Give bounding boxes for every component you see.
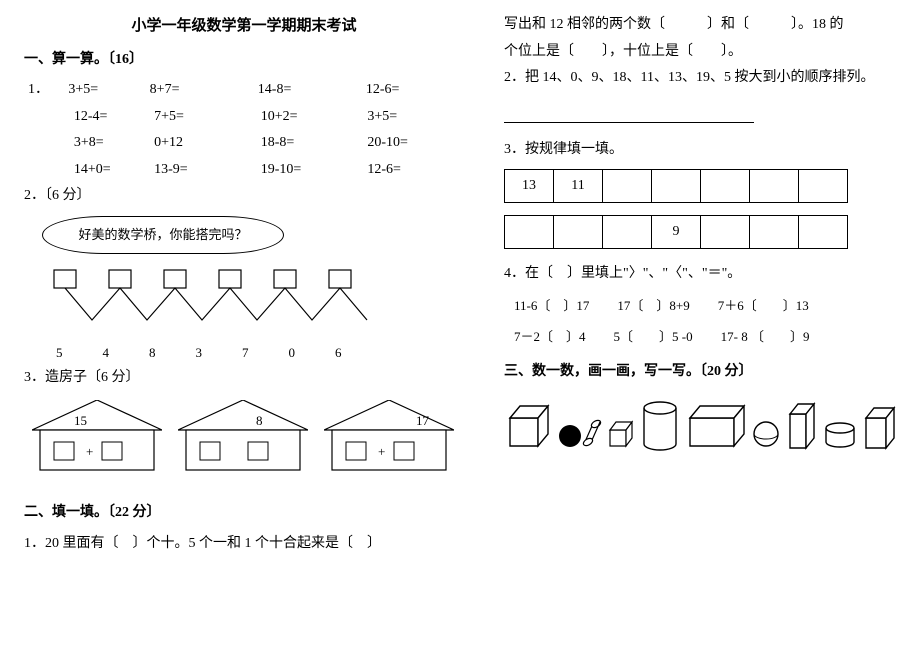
seq-cell[interactable]: 11 (554, 170, 603, 203)
sequence-table-2[interactable]: 9 (504, 215, 848, 249)
section-3-heading: 三、数一数，画一画，写一写。〔20 分〕 (504, 359, 904, 386)
arith-cell: 0+12 (144, 130, 251, 157)
section-1-heading: 一、算一算。〔16〕 (24, 47, 464, 74)
arith-cell: 12-6= (356, 77, 464, 104)
compare-row-1: 11-6〔 〕17 17〔 〕8+9 7＋6〔 〕13 (514, 294, 904, 319)
seq-cell[interactable] (701, 170, 750, 203)
house-top-num: 15 (74, 413, 87, 428)
section-2-heading: 二、填一填。〔22 分〕 (24, 500, 464, 527)
seq-cell[interactable] (603, 170, 652, 203)
q4-compare-label: 4．在〔 〕里填上"〉"、"〈"、"＝"。 (504, 261, 904, 288)
arith-cell: 14-8= (248, 77, 356, 104)
arith-cell: 12-4= (64, 104, 144, 131)
houses-row: 15 + 8 17 + (32, 400, 464, 478)
seq-cell[interactable]: 9 (652, 216, 701, 249)
q3-label: 3．造房子〔6 分〕 (24, 365, 464, 392)
arith-cell: 10+2= (251, 104, 358, 131)
shapes-row-icon (504, 394, 904, 464)
seq-cell[interactable] (652, 170, 701, 203)
zig-num: 8 (149, 341, 156, 366)
zig-num: 6 (335, 341, 342, 366)
arith-cell: 7+5= (144, 104, 251, 131)
zigzag-numbers: 5 4 8 3 7 0 6 (56, 341, 464, 366)
compare-expr: 17- 8 〔 〕9 (721, 325, 810, 350)
seq-cell[interactable] (554, 216, 603, 249)
fill-line-2: 写出和 12 相邻的两个数〔 〕和〔 〕。18 的 (504, 12, 904, 39)
q1-label: 1． (24, 77, 58, 104)
house-icon: 17 + (324, 400, 454, 478)
seq-cell[interactable] (750, 170, 799, 203)
exam-title: 小学一年级数学第一学期期末考试 (24, 12, 464, 41)
seq-cell[interactable] (750, 216, 799, 249)
seq-cell[interactable] (799, 216, 848, 249)
zig-num: 7 (242, 341, 249, 366)
svg-text:+: + (378, 444, 385, 459)
house-top-num: 17 (416, 413, 430, 428)
arith-cell: 14+0= (64, 157, 144, 184)
bubble-text: 好美的数学桥，你能搭完吗？ (78, 223, 247, 248)
compare-expr: 11-6〔 〕17 (514, 294, 589, 319)
svg-text:+: + (86, 444, 93, 459)
sequence-table-1[interactable]: 13 11 (504, 169, 848, 203)
arith-cell: 13-9= (144, 157, 251, 184)
q2-label: 2．〔6 分〕 (24, 183, 464, 210)
compare-row-2: 7－2〔 〕4 5〔 〕5 -0 17- 8 〔 〕9 (514, 325, 904, 350)
arith-cell: 12-6= (357, 157, 464, 184)
answer-line[interactable] (504, 104, 754, 123)
compare-expr: 7－2〔 〕4 (514, 325, 586, 350)
speech-bubble: 好美的数学桥，你能搭完吗？ (42, 216, 284, 254)
arith-cell: 3+8= (64, 130, 144, 157)
seq-cell[interactable] (505, 216, 554, 249)
arith-cell: 3+5= (58, 77, 139, 104)
arith-cell: 3+5= (357, 104, 464, 131)
arith-cell: 18-8= (251, 130, 358, 157)
arith-cell: 8+7= (140, 77, 248, 104)
compare-expr: 5〔 〕5 -0 (614, 325, 693, 350)
zigzag-bridge-icon (44, 268, 404, 328)
q3-pattern-label: 3．按规律填一填。 (504, 137, 904, 164)
compare-expr: 7＋6〔 〕13 (718, 294, 809, 319)
arith-cell: 20-10= (357, 130, 464, 157)
house-icon: 15 + (32, 400, 162, 478)
house-icon: 8 (178, 400, 308, 478)
zig-num: 4 (103, 341, 110, 366)
zig-num: 3 (196, 341, 203, 366)
seq-cell[interactable] (603, 216, 652, 249)
seq-cell[interactable] (701, 216, 750, 249)
seq-cell[interactable] (799, 170, 848, 203)
arith-grid: 1． 3+5= 8+7= 14-8= 12-6= 12-4= 7+5= 10+2… (24, 77, 464, 183)
compare-expr: 17〔 〕8+9 (617, 294, 689, 319)
q2-sort: 2．把 14、0、9、18、11、13、19、5 按大到小的顺序排列。 (504, 65, 904, 92)
zig-num: 5 (56, 341, 63, 366)
fill-line-1: 1．20 里面有〔 〕个十。5 个一和 1 个十合起来是〔 〕 (24, 531, 464, 558)
fill-line-3: 个位上是〔 〕，十位上是〔 〕。 (504, 39, 904, 66)
seq-cell[interactable]: 13 (505, 170, 554, 203)
house-top-num: 8 (256, 413, 263, 428)
arith-cell: 19-10= (251, 157, 358, 184)
zig-num: 0 (289, 341, 296, 366)
